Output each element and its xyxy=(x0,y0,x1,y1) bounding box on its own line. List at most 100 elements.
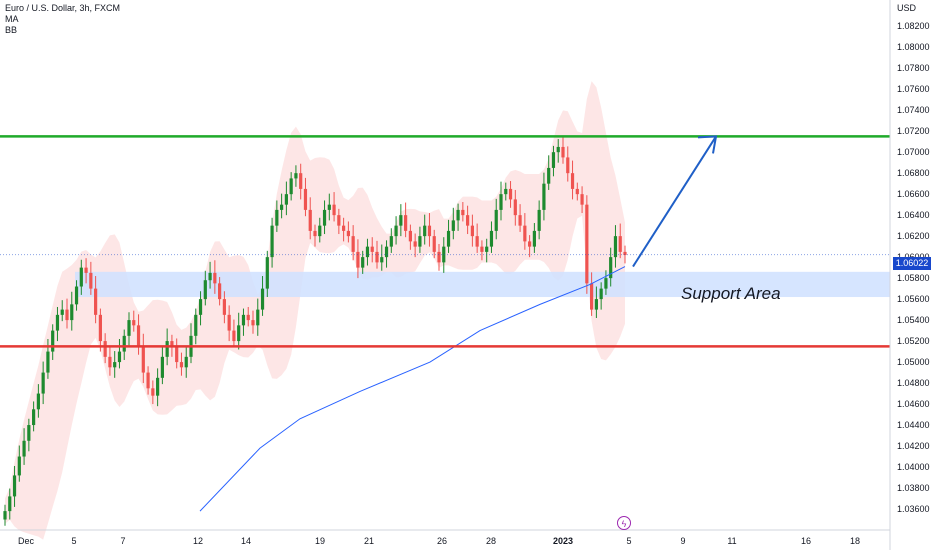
candle xyxy=(413,233,417,258)
candle xyxy=(528,235,532,258)
price-tick-label: 1.05400 xyxy=(897,315,930,325)
candle-body xyxy=(404,215,408,231)
candle-body xyxy=(556,146,560,153)
candle-body xyxy=(308,209,312,231)
candle xyxy=(461,202,465,222)
candle xyxy=(275,200,279,232)
candle-body xyxy=(136,325,141,347)
candle-body xyxy=(55,314,60,331)
candle-body xyxy=(437,251,441,263)
time-tick-label: 28 xyxy=(486,536,496,546)
candle xyxy=(389,228,393,253)
candle-body xyxy=(475,236,479,247)
candle-body xyxy=(27,425,31,441)
candle xyxy=(289,172,293,201)
candle-body xyxy=(194,314,198,336)
candle-body xyxy=(537,209,541,231)
candle-body xyxy=(179,362,184,368)
candle xyxy=(179,352,184,376)
candle-body xyxy=(17,456,21,476)
time-tick-label: 18 xyxy=(850,536,860,546)
candle-body xyxy=(570,173,575,189)
candle xyxy=(575,182,579,201)
price-tick-label: 1.04800 xyxy=(897,378,930,388)
candle-body xyxy=(532,230,536,247)
candle-body xyxy=(122,335,126,352)
candle xyxy=(141,333,145,384)
candle-body xyxy=(609,257,613,279)
candle-body xyxy=(74,286,79,305)
candle-body xyxy=(299,173,303,189)
candle xyxy=(523,213,527,250)
candle xyxy=(122,329,126,360)
ma-indicator-label[interactable]: MA xyxy=(5,14,19,24)
candle-body xyxy=(41,372,45,394)
candle xyxy=(504,182,508,201)
candle xyxy=(322,200,327,235)
candle xyxy=(370,237,374,263)
candle-body xyxy=(222,299,226,315)
horizontal-levels[interactable] xyxy=(0,135,890,348)
candle xyxy=(175,338,179,369)
candle xyxy=(256,298,260,336)
price-tick-label: 1.04200 xyxy=(897,441,930,451)
candle xyxy=(361,250,365,274)
candle-body xyxy=(499,194,503,210)
candle-body xyxy=(394,225,398,237)
candle-body xyxy=(480,246,484,252)
candle-body xyxy=(518,215,522,226)
candle-body xyxy=(70,304,74,321)
candle xyxy=(184,345,188,378)
candle-body xyxy=(203,280,207,300)
candle-body xyxy=(227,314,231,331)
price-tick-label: 1.06800 xyxy=(897,168,930,178)
candle-body xyxy=(590,283,594,310)
candle xyxy=(89,261,93,295)
candle-body xyxy=(151,388,155,396)
candle-body xyxy=(494,209,498,231)
candle xyxy=(456,203,460,231)
candle xyxy=(585,195,589,294)
price-tick-label: 1.06400 xyxy=(897,210,930,220)
candle xyxy=(590,272,594,316)
candle xyxy=(404,202,408,238)
candle xyxy=(146,366,150,395)
candle xyxy=(8,488,12,520)
candle-body xyxy=(170,341,174,347)
candle xyxy=(337,208,341,235)
candle xyxy=(442,237,446,273)
candle xyxy=(222,291,226,324)
candle xyxy=(246,306,250,327)
candle-body xyxy=(237,325,241,342)
symbol-title[interactable]: Euro / U.S. Dollar, 3h, FXCM xyxy=(5,3,121,13)
time-tick-label: 11 xyxy=(727,536,736,546)
candle-body xyxy=(165,341,169,357)
candle-body xyxy=(160,356,164,378)
candle-body xyxy=(284,194,288,205)
candle-body xyxy=(508,188,513,200)
arrow-shaft xyxy=(632,135,717,268)
time-tick-label: 14 xyxy=(241,536,251,546)
candle xyxy=(160,345,164,385)
currency-label: USD xyxy=(897,3,917,13)
candle-body xyxy=(32,409,36,426)
moving-average xyxy=(199,266,626,512)
lightning-icon[interactable]: ϟ xyxy=(617,516,631,530)
price-tick-label: 1.07000 xyxy=(897,147,930,157)
candle-body xyxy=(423,225,427,237)
candle xyxy=(599,282,603,310)
candle xyxy=(117,338,122,369)
candle-body xyxy=(375,251,379,263)
candle-body xyxy=(280,204,284,210)
bb-indicator-label[interactable]: BB xyxy=(5,25,18,35)
candle xyxy=(494,198,498,240)
candle-body xyxy=(46,351,50,373)
last-price-tag: 1.06022 xyxy=(893,257,931,270)
time-tick-label: 2023 xyxy=(553,536,573,546)
candle xyxy=(70,291,74,331)
candle xyxy=(151,380,155,405)
candle xyxy=(423,214,427,245)
